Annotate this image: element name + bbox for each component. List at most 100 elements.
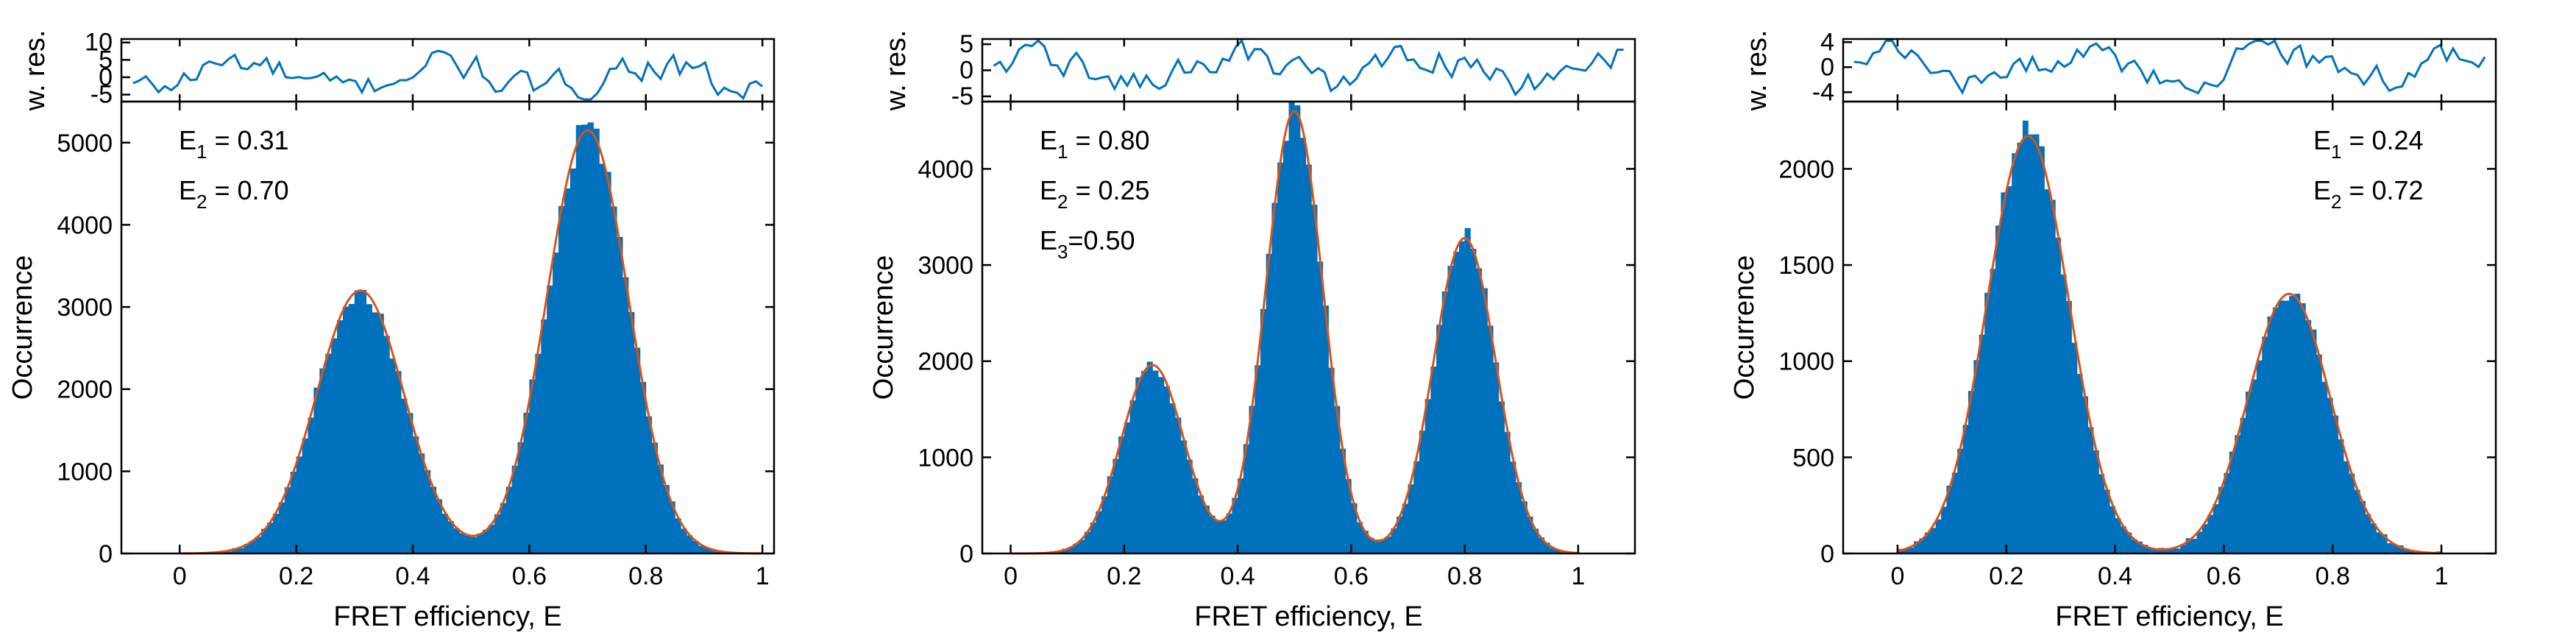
histogram-bar [1328, 367, 1335, 553]
y-tick-label: 4000 [57, 211, 113, 239]
histogram-bar [360, 289, 367, 553]
histogram-bar [2403, 548, 2410, 553]
histogram-bar [1935, 519, 1942, 553]
histogram-bar [1118, 436, 1125, 553]
histogram-bar [342, 306, 350, 553]
histogram-bar [1914, 541, 1920, 553]
histogram-bar [2376, 532, 2382, 553]
histogram-bar [2201, 524, 2208, 553]
histogram-bar [2278, 300, 2285, 553]
histogram-bar [1453, 252, 1460, 553]
histogram-bar [2033, 134, 2040, 554]
histogram-bar [2174, 548, 2181, 553]
histogram-bar [2218, 486, 2224, 553]
histogram-bar [587, 122, 594, 553]
annotation-subscript: 1 [196, 141, 207, 163]
annotation-symbol: E [2313, 175, 2331, 205]
annotation-e1: E1 = 0.31 [179, 125, 289, 163]
histogram-bars [202, 122, 763, 554]
residual-y-tick-label: 0 [1820, 53, 1834, 81]
histogram-bar [517, 442, 524, 553]
annotation-value: = 0.80 [1068, 125, 1149, 155]
annotation-subscript: 1 [1057, 141, 1068, 163]
histogram-bar [2137, 541, 2143, 553]
histogram-bar [412, 436, 419, 553]
histogram-bar [471, 537, 478, 553]
histogram-bar [1238, 478, 1244, 553]
histogram-bar [477, 533, 483, 553]
residual-y-tick-label: 0 [99, 63, 113, 91]
x-tick-label: 0.4 [2098, 562, 2132, 590]
residual-axes-box [1842, 38, 2497, 103]
histogram-bar [1135, 377, 1142, 553]
histogram-bar [2185, 538, 2192, 553]
histogram-bar [645, 416, 653, 553]
histogram-bar [354, 290, 361, 553]
annotation-e3: E3=0.50 [1040, 225, 1135, 263]
histogram-bar [1979, 334, 1985, 553]
histogram-bar [1124, 422, 1130, 553]
histogram-bar [1419, 431, 1426, 553]
histogram-bar [2387, 543, 2393, 553]
y-tick-label: 3000 [57, 294, 113, 322]
annotation-symbol: E [1040, 125, 1057, 155]
histogram-bar [2060, 274, 2067, 553]
histogram-bar [255, 537, 262, 553]
histogram-bar [2262, 336, 2268, 553]
histogram-bar [657, 464, 664, 553]
histogram-bar [2213, 504, 2219, 553]
annotation-symbol: E [1040, 225, 1057, 255]
residual-panel: -404 w. res. [1742, 28, 2497, 111]
histogram-bar [2022, 120, 2029, 553]
histogram-bar [1129, 400, 1136, 553]
residual-y-tick-label: 4 [1820, 28, 1834, 56]
histogram-bar [2071, 342, 2078, 553]
y-tick-label: 2000 [57, 376, 113, 404]
histogram-bar [529, 379, 536, 553]
histogram-bar [2327, 397, 2333, 553]
y-tick-label: 0 [99, 540, 113, 568]
y-tick-label: 0 [959, 540, 973, 568]
histogram-bar [1345, 478, 1352, 553]
histogram-bar [1990, 269, 1996, 553]
x-tick-label: 1 [1571, 562, 1585, 590]
histogram-bar [1186, 459, 1193, 553]
histogram-bar [628, 311, 635, 553]
histogram-bar [2049, 199, 2056, 553]
histogram-bar [266, 523, 274, 553]
x-tick-label: 0.6 [1334, 562, 1369, 590]
histogram-bar [2267, 316, 2274, 553]
y-tick-label: 4000 [918, 155, 973, 183]
histogram-bar [441, 513, 448, 553]
histogram-bar [605, 171, 611, 553]
histogram-bar [1146, 361, 1153, 553]
histogram-bar [2294, 294, 2301, 553]
y-tick-label: 2000 [918, 348, 973, 376]
histogram-bar [1521, 501, 1527, 553]
histogram-bar [2093, 450, 2099, 553]
residual-panel: -505 w. res. [881, 30, 1636, 111]
histogram-bar [1209, 515, 1216, 553]
histogram-bar [1374, 539, 1380, 553]
y-axis-label: Occurrence [7, 255, 38, 400]
histogram-bar [1385, 537, 1391, 553]
histogram-bar [1101, 496, 1108, 553]
histogram-bar [308, 417, 314, 553]
histogram-bar [2066, 300, 2072, 553]
histogram-bar [686, 535, 693, 553]
histogram-bar [1282, 141, 1289, 554]
histogram-bar [430, 486, 437, 553]
histogram-bar [2104, 489, 2110, 553]
histogram-bar [2039, 146, 2045, 553]
x-tick-label: 0.6 [2207, 562, 2241, 590]
histogram-bar [337, 320, 344, 553]
histogram-bar [2370, 523, 2377, 553]
residual-y-tick-label: 5 [99, 46, 113, 74]
histogram-bar [675, 518, 681, 553]
histogram-bar [244, 544, 250, 553]
histogram-bar [284, 487, 291, 553]
y-tick-label: 1000 [1778, 348, 1834, 376]
histogram-bar [2110, 506, 2115, 553]
histogram-bar [1984, 292, 1990, 553]
histogram-bar [1498, 401, 1505, 553]
